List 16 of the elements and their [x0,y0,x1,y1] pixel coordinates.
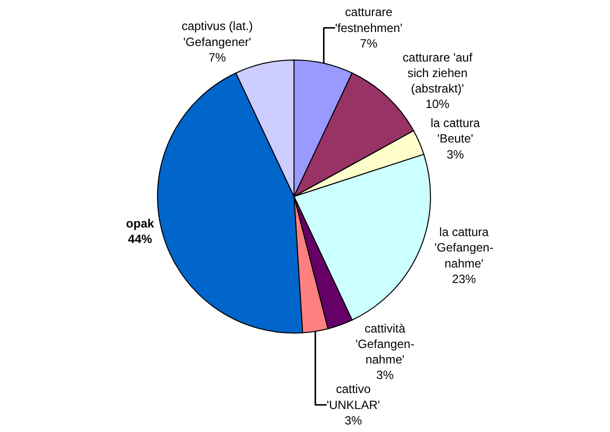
data-label: 3% [344,413,362,428]
slice-label: cattivo 'UNKLAR' [326,382,380,412]
slice-label: la cattura 'Beute' [430,116,480,146]
data-label: 3% [446,147,464,162]
data-label: 23% [452,272,476,286]
slice-label: catturare 'festnehmen' [335,5,402,35]
slice-label: catturare 'auf sich ziehen (abstrakt)' [402,50,473,96]
slice-label: captivus (lat.) 'Gefangener' [182,19,253,49]
slice-label: cattività 'Gefangen-nahme' [355,321,414,367]
slice-label: opak [126,216,154,231]
data-label: 7% [208,50,226,64]
data-label: 3% [376,368,394,382]
slice-label: la cattura 'Gefangen-nahme' [434,225,494,270]
data-label: 7% [360,36,378,50]
data-label: 10% [425,97,450,112]
data-label: 44% [128,232,152,246]
